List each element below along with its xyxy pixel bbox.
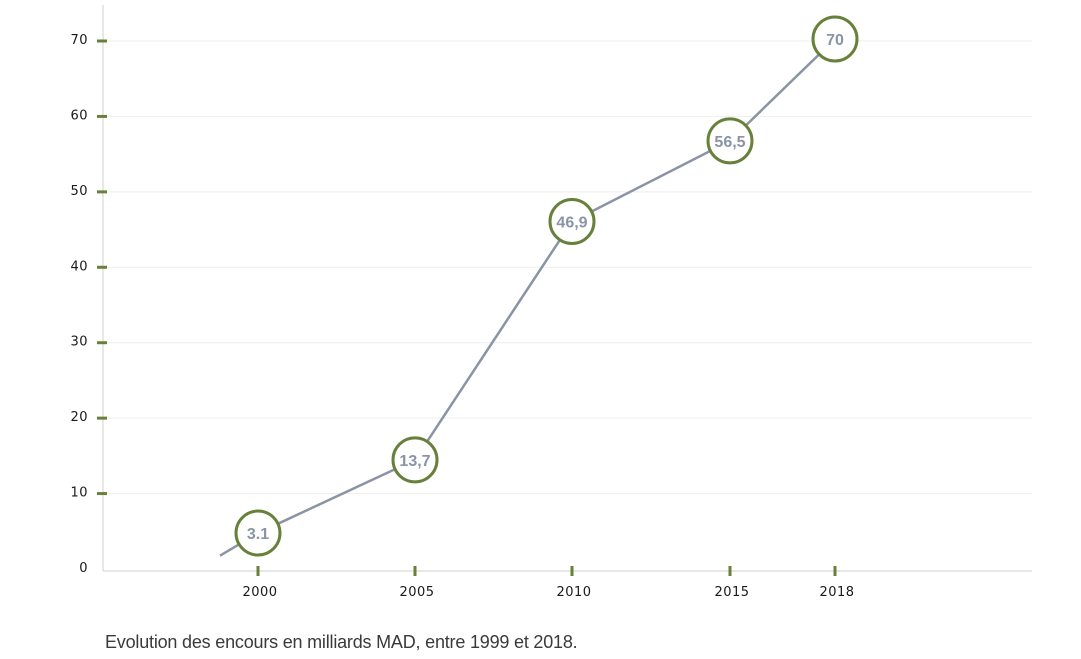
y-tick-label-50: 50 [70, 184, 88, 199]
marker-circle [234, 509, 282, 557]
x-tick-label-2005: 2005 [399, 585, 434, 600]
data-label: 46,9 [556, 215, 587, 232]
data-point-2010: 46,9 [548, 198, 596, 246]
chart-caption: Evolution des encours en milliards MAD, … [105, 632, 578, 652]
y-tick-label-40: 40 [70, 259, 88, 274]
y-axis-ticks: 0 10 20 30 40 50 60 70 [70, 33, 107, 576]
data-point-2015: 56,5 [706, 117, 754, 165]
y-tick-label-20: 20 [70, 410, 88, 425]
y-tick-label-70: 70 [70, 33, 88, 48]
marker-circle [548, 198, 596, 246]
y-tick-label-60: 60 [70, 108, 88, 123]
axes [102, 5, 1032, 572]
y-tick-label-10: 10 [70, 486, 88, 501]
data-label: 13,7 [399, 453, 430, 470]
data-label: 56,5 [714, 134, 745, 151]
data-point-markers: 3.1 13,7 46,9 56,5 70 [234, 15, 859, 557]
marker-circle [391, 436, 439, 484]
line-chart: 0 10 20 30 40 50 60 70 2000 2005 2010 2015 2018 3.1… [70, 5, 1032, 600]
marker-circle [811, 15, 859, 63]
data-point-2000: 3.1 [234, 509, 282, 557]
x-axis-ticks: 2000 2005 2010 2015 2018 [242, 566, 854, 600]
x-tick-label-2010: 2010 [556, 585, 591, 600]
data-label: 3.1 [247, 526, 269, 543]
data-point-2018: 70 [811, 15, 859, 63]
y-tick-label-0: 0 [79, 561, 88, 576]
x-tick-label-2015: 2015 [714, 585, 749, 600]
x-tick-label-2000: 2000 [242, 585, 277, 600]
marker-circle [706, 117, 754, 165]
x-tick-label-2018: 2018 [819, 585, 854, 600]
grid-lines [103, 40, 1032, 495]
y-tick-label-30: 30 [70, 335, 88, 350]
data-label: 70 [826, 32, 844, 49]
data-point-2005: 13,7 [391, 436, 439, 484]
